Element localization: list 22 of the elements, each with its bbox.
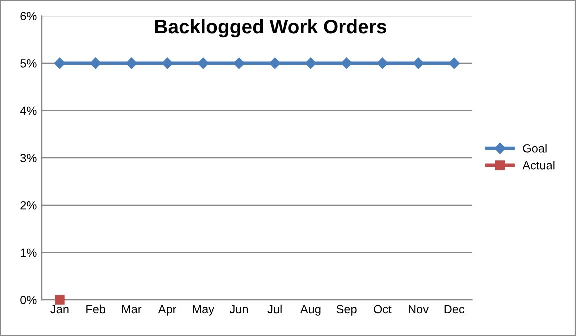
y-tick-label: 2% <box>20 201 37 210</box>
legend-label: Goal <box>523 144 547 153</box>
y-tick-label: 5% <box>20 60 37 68</box>
x-tick-label: Apr <box>158 305 177 316</box>
x-tick-label: Jul <box>268 304 282 314</box>
x-tick-label: Jan <box>50 305 69 314</box>
x-tick-label: Mar <box>122 305 142 314</box>
x-tick-label: Jun <box>230 305 248 314</box>
chart-title: Backlogged Work Orders <box>156 19 386 38</box>
x-tick-label: Nov <box>409 305 429 314</box>
x-tick-label: Oct <box>374 305 392 314</box>
y-tick-label: 0% <box>20 296 37 304</box>
y-tick-label: 1% <box>21 248 37 258</box>
y-tick-label: 4% <box>20 106 37 116</box>
x-tick-label: Dec <box>444 305 465 314</box>
x-tick-label: Feb <box>86 304 106 314</box>
x-tick-label: May <box>193 305 215 316</box>
legend-label: Actual <box>522 161 555 170</box>
x-tick-label: Aug <box>300 305 321 316</box>
y-tick-label: 6% <box>20 12 37 21</box>
y-tick-label: 3% <box>20 154 37 162</box>
x-tick-label: Sep <box>336 305 357 316</box>
